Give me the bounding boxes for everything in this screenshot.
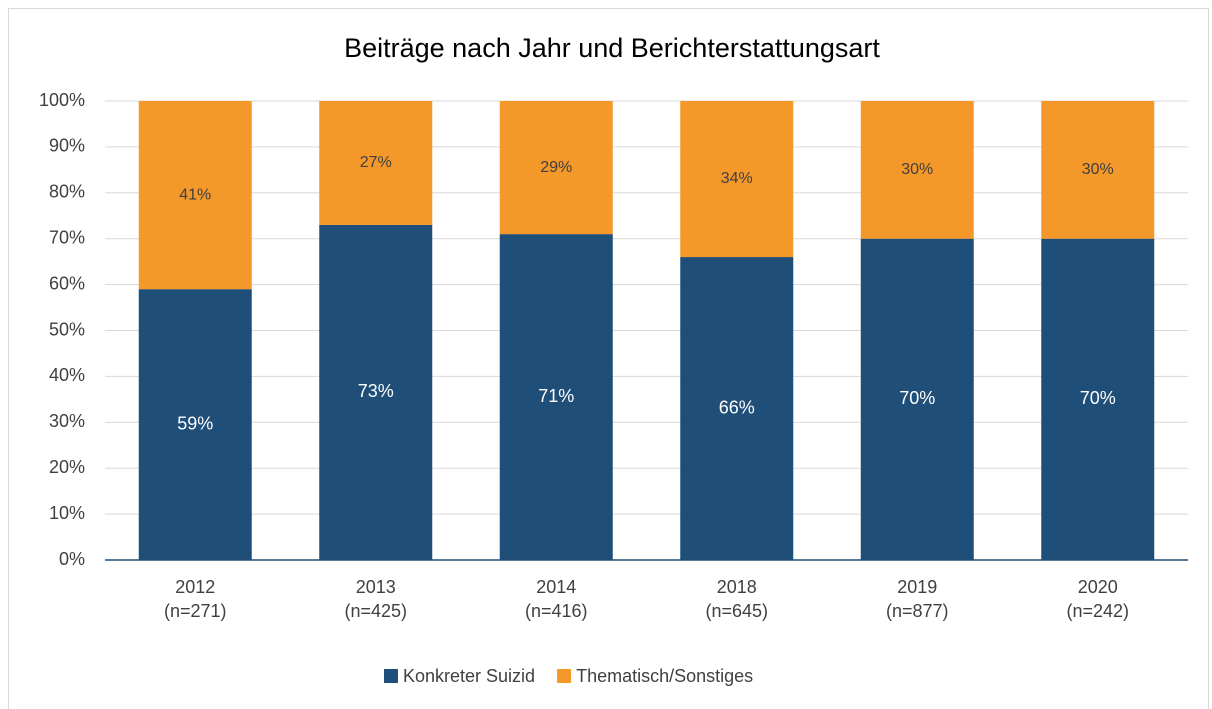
bar-segment bbox=[1041, 101, 1155, 239]
bar-segment bbox=[860, 101, 974, 239]
bar-segment bbox=[499, 234, 613, 561]
y-tick-label: 10% bbox=[49, 503, 85, 523]
y-tick-label: 20% bbox=[49, 457, 85, 477]
x-tick-label: 2013 bbox=[356, 577, 396, 597]
bar-segment bbox=[138, 289, 252, 560]
data-label: 29% bbox=[540, 159, 572, 176]
x-tick-label: 2019 bbox=[897, 577, 937, 597]
data-label: 41% bbox=[179, 186, 211, 203]
y-tick-label: 0% bbox=[59, 549, 85, 569]
bar-segment bbox=[499, 101, 613, 235]
legend-swatch bbox=[557, 669, 572, 683]
data-label: 30% bbox=[901, 161, 933, 178]
bar-segment bbox=[319, 101, 433, 225]
data-label: 70% bbox=[1080, 388, 1116, 408]
x-tick-label: 2014 bbox=[536, 577, 576, 597]
x-tick-label: 2012 bbox=[175, 577, 215, 597]
y-tick-label: 50% bbox=[49, 319, 85, 339]
bar-segment bbox=[319, 224, 433, 560]
x-tick-label: (n=242) bbox=[1066, 601, 1129, 621]
x-tick-label: (n=425) bbox=[344, 601, 407, 621]
data-label: 27% bbox=[360, 154, 392, 171]
bar-segment bbox=[138, 101, 252, 290]
bar-segment bbox=[1041, 238, 1155, 560]
y-tick-label: 100% bbox=[39, 90, 85, 110]
legend-swatch bbox=[384, 669, 398, 683]
data-label: 66% bbox=[719, 397, 755, 417]
data-label: 70% bbox=[899, 388, 935, 408]
x-tick-label: 2018 bbox=[717, 577, 757, 597]
x-tick-label: (n=645) bbox=[705, 601, 768, 621]
data-label: 30% bbox=[1082, 161, 1114, 178]
y-tick-label: 40% bbox=[49, 365, 85, 385]
data-label: 34% bbox=[721, 170, 753, 187]
legend-label: Konkreter Suizid bbox=[403, 666, 535, 686]
y-tick-label: 70% bbox=[49, 227, 85, 247]
x-tick-label: 2020 bbox=[1078, 577, 1118, 597]
data-label: 71% bbox=[538, 386, 574, 406]
data-label: 59% bbox=[177, 413, 213, 433]
y-tick-label: 90% bbox=[49, 136, 85, 156]
legend-label: Thematisch/Sonstiges bbox=[576, 666, 753, 686]
x-tick-label: (n=416) bbox=[525, 601, 588, 621]
data-label: 73% bbox=[358, 381, 394, 401]
bar-segment bbox=[680, 101, 794, 258]
y-tick-label: 30% bbox=[49, 411, 85, 431]
y-tick-label: 60% bbox=[49, 273, 85, 293]
chart-title: Beiträge nach Jahr und Berichterstattung… bbox=[344, 33, 880, 63]
x-tick-label: (n=877) bbox=[886, 601, 949, 621]
x-tick-label: (n=271) bbox=[164, 601, 227, 621]
bar-segment bbox=[680, 257, 794, 560]
y-tick-label: 80% bbox=[49, 182, 85, 202]
bar-segment bbox=[860, 238, 974, 560]
